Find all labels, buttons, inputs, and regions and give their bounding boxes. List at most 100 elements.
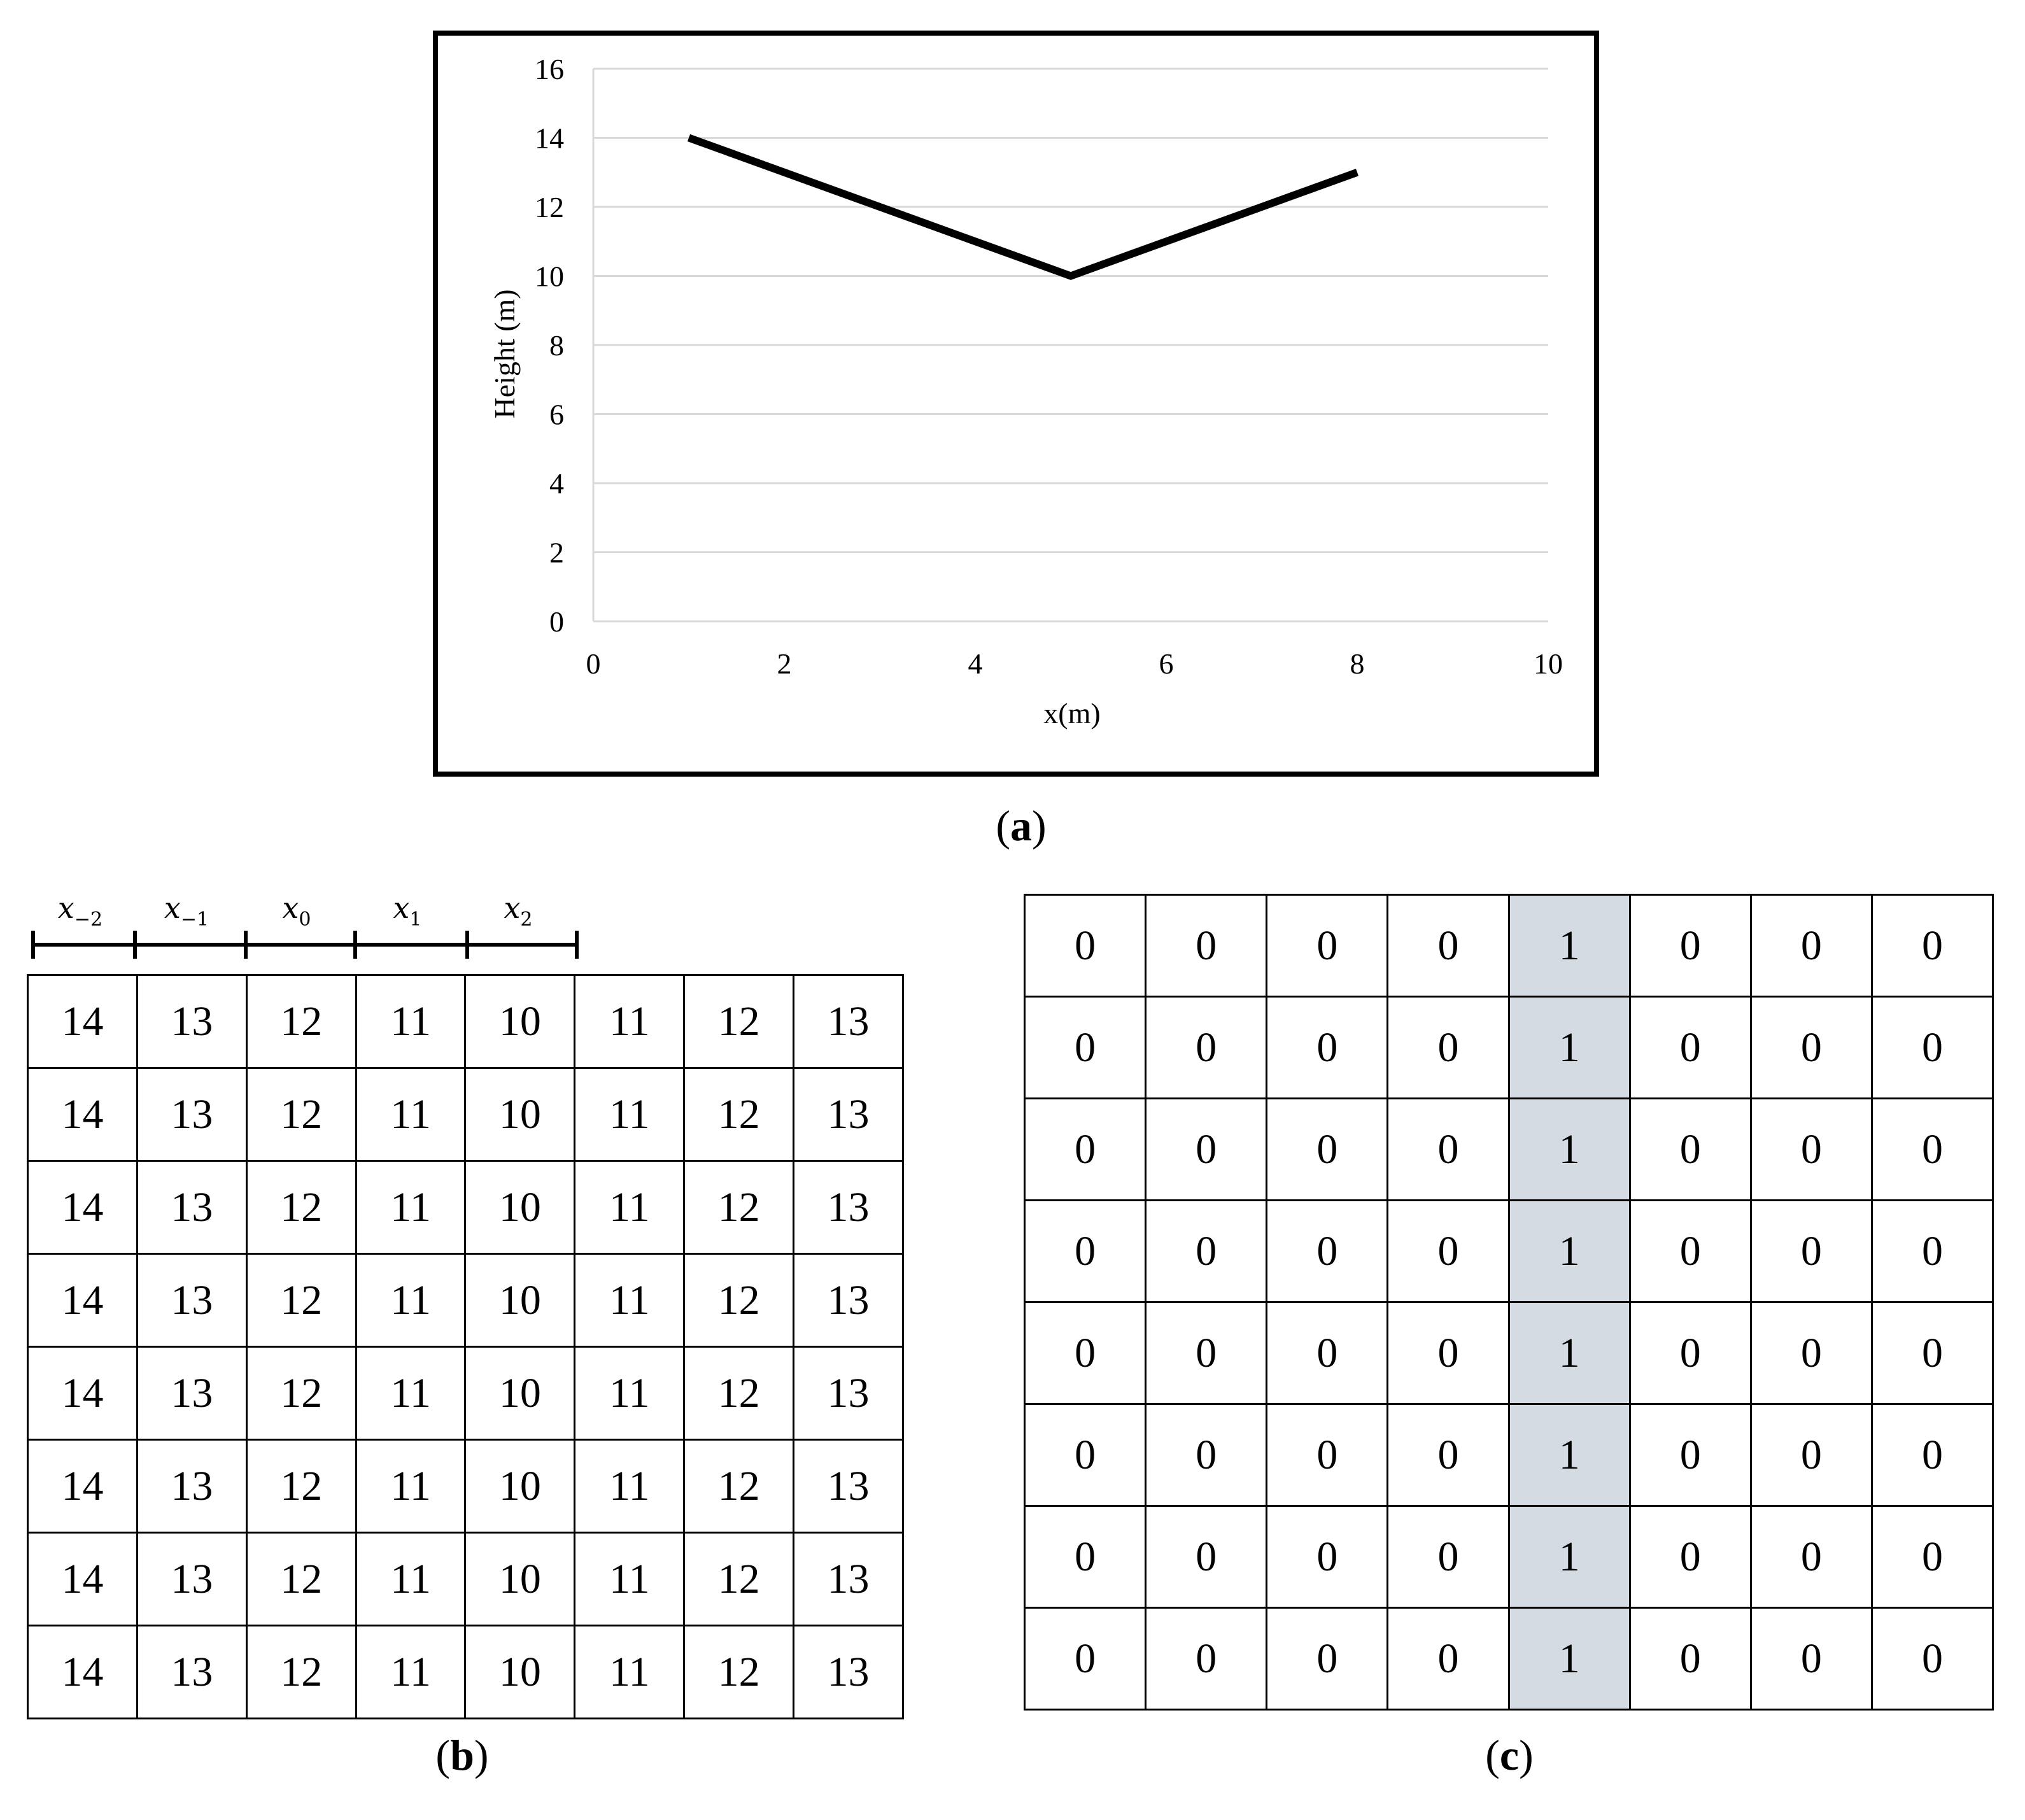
grid-row: 14 13 12 11 10 11 12 13 xyxy=(27,1346,904,1441)
grid-cell: 11 xyxy=(574,1253,686,1348)
grid-cell: 12 xyxy=(245,1160,357,1255)
grid-cell: 0 xyxy=(1749,1505,1873,1609)
x-tick-label: 0 xyxy=(586,647,601,680)
grid-cell: 0 xyxy=(1266,1607,1389,1711)
grid-cell: 0 xyxy=(1023,894,1147,998)
grid-cell: 0 xyxy=(1628,1403,1752,1507)
grid-cell: 11 xyxy=(574,1625,686,1719)
grid-cell: 14 xyxy=(27,1253,138,1348)
grid-cell: 11 xyxy=(355,1625,467,1719)
grid-cell: 0 xyxy=(1749,1607,1873,1711)
grid-cell: 0 xyxy=(1749,894,1873,998)
grid-cell: 11 xyxy=(355,1439,467,1534)
grid-cell: 12 xyxy=(245,1346,357,1441)
grid-cell: 13 xyxy=(136,1625,248,1719)
grid-cell: 13 xyxy=(793,1625,904,1719)
grid-cell: 0 xyxy=(1386,1505,1510,1609)
grid-cell: 12 xyxy=(683,1625,795,1719)
grid-cell: 0 xyxy=(1023,1097,1147,1201)
ruler-label: x1 xyxy=(393,891,421,931)
grid-cell: 0 xyxy=(1870,1301,1994,1405)
grid-cell: 0 xyxy=(1266,1097,1389,1201)
grid-cell: 13 xyxy=(136,1253,248,1348)
grid-cell: 14 xyxy=(27,1439,138,1534)
grid-cell: 11 xyxy=(355,1346,467,1441)
grid-row: 14 13 12 11 10 11 12 13 xyxy=(27,1160,904,1255)
grid-cell: 11 xyxy=(574,1160,686,1255)
ruler-label: x2 xyxy=(504,891,532,931)
y-tick-label: 12 xyxy=(535,191,564,223)
grid-cell: 11 xyxy=(574,1439,686,1534)
grid-cell: 13 xyxy=(793,1346,904,1441)
grid-cell: 11 xyxy=(355,974,467,1069)
grid-cell: 0 xyxy=(1870,894,1994,998)
y-tick-label: 0 xyxy=(549,605,564,638)
grid-cell: 0 xyxy=(1266,996,1389,1099)
grid-cell: 0 xyxy=(1628,1301,1752,1405)
grid-cell: 0 xyxy=(1749,1301,1873,1405)
grid-cell: 13 xyxy=(793,1253,904,1348)
panel-label-b: (b) xyxy=(435,1731,489,1779)
grid-cell: 14 xyxy=(27,1625,138,1719)
ruler: x−2 x−1 x0 x1 x2 xyxy=(31,891,579,959)
grid-cell: 0 xyxy=(1386,894,1510,998)
grid-cell: 0 xyxy=(1628,1097,1752,1201)
grid-cell: 0 xyxy=(1749,1199,1873,1303)
y-tick-labels: 0 2 4 6 8 10 12 14 16 xyxy=(535,53,564,638)
grid-cell: 0 xyxy=(1749,1403,1873,1507)
grid-cell: 10 xyxy=(464,1532,576,1626)
grid-cell: 0 xyxy=(1749,996,1873,1099)
x-tick-label: 2 xyxy=(777,647,792,680)
grid-cell: 12 xyxy=(245,1532,357,1626)
panel-label-a: (a) xyxy=(996,801,1047,850)
grid-cell: 0 xyxy=(1386,1403,1510,1507)
x-tick-labels: 0 2 4 6 8 10 xyxy=(586,647,1563,680)
height-grid: 14 13 12 11 10 11 12 13 14 13 12 11 10 11 12 13 14 13 12 11… xyxy=(27,974,904,1719)
grid-cell: 12 xyxy=(245,1067,357,1162)
grid-cell: 14 xyxy=(27,1067,138,1162)
grid-cell: 14 xyxy=(27,1346,138,1441)
x-axis-label: x(m) xyxy=(1043,697,1100,730)
grid-cell: 0 xyxy=(1145,894,1268,998)
grid-cell: 12 xyxy=(683,1346,795,1441)
series-lines xyxy=(687,134,1359,280)
x-tick-label: 8 xyxy=(1350,647,1365,680)
grid-row: 14 13 12 11 10 11 12 13 xyxy=(27,1439,904,1534)
grid-cell: 11 xyxy=(574,1067,686,1162)
grid-cell: 0 xyxy=(1628,996,1752,1099)
grid-cell: 0 xyxy=(1386,1607,1510,1711)
grid-cell: 0 xyxy=(1023,1403,1147,1507)
grid-cell: 12 xyxy=(245,1253,357,1348)
grid-cell: 1 xyxy=(1507,894,1631,998)
grid-cell: 0 xyxy=(1145,1403,1268,1507)
grid-cell: 0 xyxy=(1870,1199,1994,1303)
x-tick-label: 4 xyxy=(968,647,983,680)
grid-cell: 10 xyxy=(464,1625,576,1719)
grid-cell: 14 xyxy=(27,1532,138,1626)
grid-cell: 0 xyxy=(1266,1301,1389,1405)
grid-cell: 11 xyxy=(355,1532,467,1626)
grid-cell: 0 xyxy=(1145,1607,1268,1711)
grid-cell: 10 xyxy=(464,1067,576,1162)
grid-row: 14 13 12 11 10 11 12 13 xyxy=(27,974,904,1069)
grid-cell: 0 xyxy=(1266,894,1389,998)
y-tick-label: 16 xyxy=(535,53,564,85)
grid-cell: 1 xyxy=(1507,1301,1631,1405)
grid-cell: 12 xyxy=(683,1253,795,1348)
grid-cell: 10 xyxy=(464,1253,576,1348)
grid-cell: 13 xyxy=(793,1067,904,1162)
grid-cell: 11 xyxy=(355,1160,467,1255)
grid-cell: 0 xyxy=(1628,1199,1752,1303)
grid-cell: 1 xyxy=(1507,1403,1631,1507)
panel-label-c: (c) xyxy=(1485,1731,1534,1779)
grid-cell: 0 xyxy=(1023,1505,1147,1609)
grid-cell: 0 xyxy=(1266,1505,1389,1609)
grid-cell: 11 xyxy=(355,1253,467,1348)
